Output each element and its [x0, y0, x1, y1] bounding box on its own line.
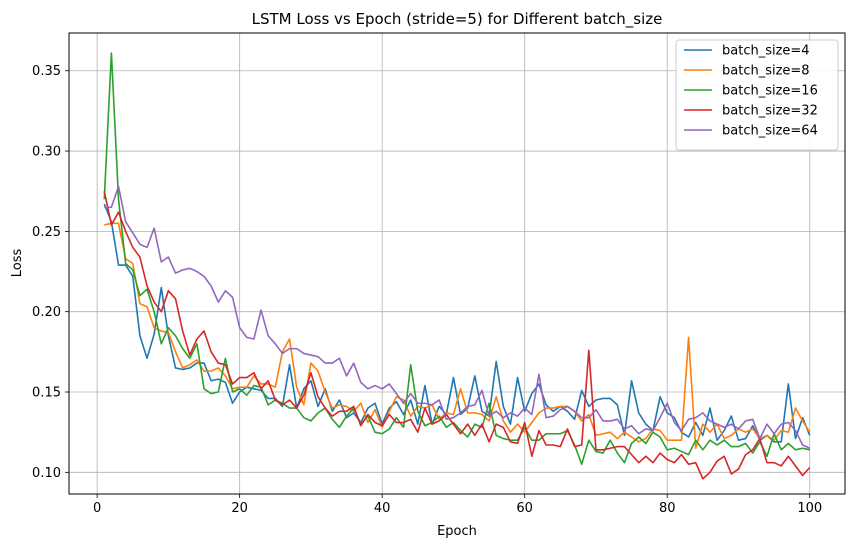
plot-area-frame	[68, 32, 846, 495]
series-line-batch-size-4	[103, 203, 811, 443]
series-lines	[103, 52, 811, 480]
y-tick-label: 0.20	[32, 305, 61, 320]
y-tick-label: 0.10	[32, 466, 61, 481]
series-line-batch-size-16	[103, 52, 810, 466]
legend-label: batch_size=8	[722, 64, 810, 79]
legend: batch_size=4 batch_size=8 batch_size=16bat…	[675, 39, 839, 151]
chart-title: LSTM Loss vs Epoch (stride=5) for Differ…	[252, 10, 663, 29]
y-tick-label: 0.30	[32, 145, 61, 160]
x-tick-label: 60	[516, 501, 533, 516]
grid-lines	[69, 33, 845, 494]
legend-label: batch_size=32	[722, 104, 818, 119]
x-tick-label: 20	[231, 501, 248, 516]
series-line-batch-size-64	[104, 185, 811, 449]
axis-ticks: 0 20 40 60 80 100 0.10 0.15 0.20 0.25 0.30 0.35	[32, 64, 822, 516]
y-tick-label: 0.15	[32, 386, 61, 401]
y-tick-label: 0.35	[32, 64, 61, 79]
legend-label: batch_size=4	[722, 44, 810, 59]
series-line-batch-size-32	[103, 191, 811, 480]
x-tick-label: 40	[374, 501, 391, 516]
legend-box	[675, 39, 839, 151]
x-tick-label: 0	[93, 501, 101, 516]
x-tick-label: 80	[659, 501, 676, 516]
legend-label: batch_size=64	[722, 124, 818, 139]
y-axis-label: Loss	[10, 249, 25, 278]
x-tick-label: 100	[797, 501, 822, 516]
x-axis-label: Epoch	[437, 524, 477, 539]
y-tick-label: 0.25	[32, 225, 61, 240]
legend-label: batch_size=16	[722, 84, 818, 99]
